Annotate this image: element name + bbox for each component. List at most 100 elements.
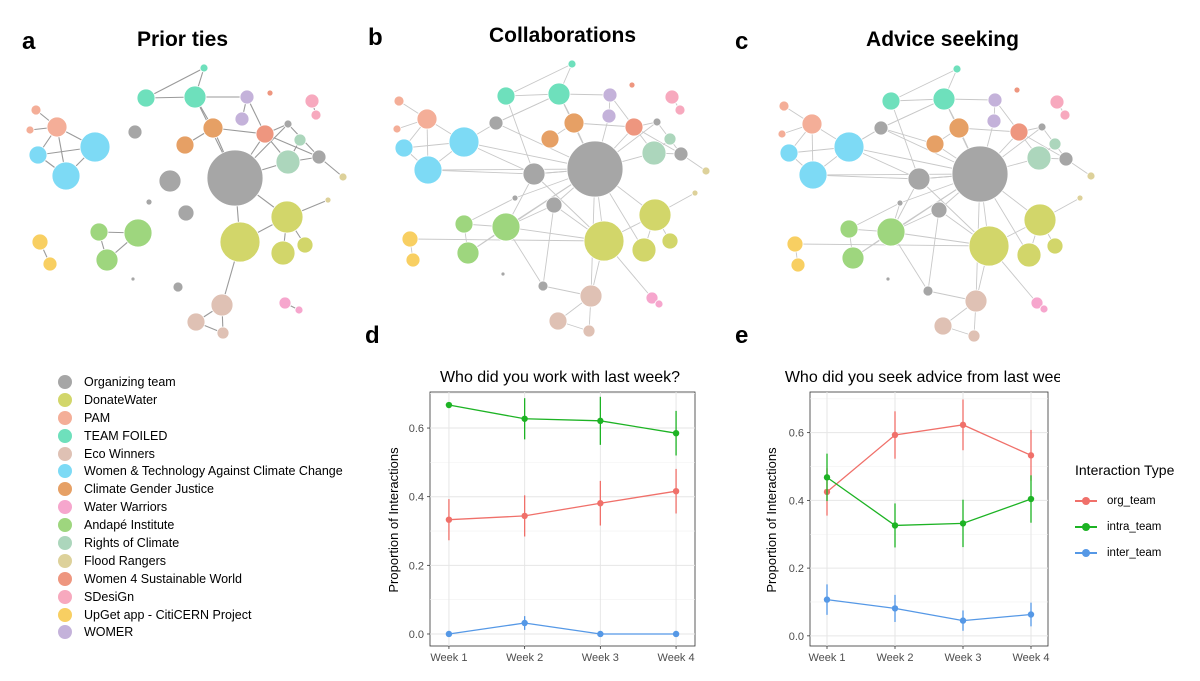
- legend-label: UpGet app - CitiCERN Project: [84, 607, 252, 622]
- network-node: [778, 100, 790, 112]
- y-tick-label: 0.2: [409, 560, 424, 572]
- network-node: [841, 246, 865, 270]
- network-node: [392, 124, 402, 134]
- network-edge: [890, 100, 920, 180]
- network-node: [540, 129, 560, 149]
- panel-letter-c: c: [735, 28, 749, 55]
- legend-label: Rights of Climate: [84, 535, 180, 550]
- legend-swatch: [58, 464, 72, 479]
- x-tick-label: Week 1: [808, 652, 845, 664]
- network-node: [1048, 137, 1062, 151]
- network-node: [522, 162, 546, 186]
- network-node: [786, 235, 804, 253]
- network-node: [127, 124, 143, 140]
- network-node: [448, 126, 480, 158]
- legend-item: Organizing team: [58, 373, 343, 391]
- x-tick-label: Week 4: [658, 652, 695, 664]
- network-node: [324, 196, 332, 204]
- x-tick-label: Week 1: [430, 652, 467, 664]
- data-point-org_team: [597, 500, 604, 507]
- network-node: [310, 109, 322, 121]
- legend-label: Women 4 Sustainable World: [84, 571, 242, 586]
- network-node: [51, 161, 81, 191]
- data-point-intra_team: [521, 415, 528, 422]
- network-node: [79, 131, 111, 163]
- network-node: [563, 112, 585, 134]
- network-node: [183, 85, 207, 109]
- interaction-legend-label: inter_team: [1107, 547, 1162, 559]
- network-node: [548, 311, 568, 331]
- network-node: [777, 129, 787, 139]
- network-node: [833, 131, 865, 163]
- legend-item: Eco Winners: [58, 445, 343, 463]
- legend-label: Andapé Institute: [84, 518, 175, 533]
- network-node: [638, 198, 672, 232]
- legend-item: Flood Rangers: [58, 552, 343, 570]
- network-node: [1026, 145, 1052, 171]
- data-point-intra_team: [1027, 495, 1035, 503]
- legend-label: Women & Technology Against Climate Chang…: [84, 464, 343, 479]
- network-node: [25, 125, 35, 135]
- series-line-inter_team: [448, 622, 677, 635]
- network-node: [456, 241, 480, 265]
- data-point-org_team: [445, 516, 453, 523]
- network-node: [145, 198, 153, 206]
- network-node: [839, 219, 859, 239]
- network-node: [266, 89, 274, 97]
- network-node: [566, 140, 624, 198]
- network-node: [500, 271, 506, 277]
- network-node: [951, 145, 1009, 203]
- network-node: [925, 134, 945, 154]
- network-node: [488, 115, 504, 131]
- data-point-intra_team: [445, 401, 453, 409]
- network-node: [1030, 296, 1044, 310]
- network-node: [31, 233, 49, 251]
- legend-swatch: [58, 446, 72, 461]
- legend-item: Water Warriors: [58, 498, 343, 516]
- network-diagrams: [25, 59, 1096, 343]
- network-node: [987, 92, 1003, 108]
- network-edge: [505, 95, 535, 175]
- network-edge: [495, 93, 560, 124]
- legend-swatch: [58, 428, 72, 443]
- network-node: [270, 240, 296, 266]
- network-node: [1039, 304, 1049, 314]
- series-line-org_team: [826, 424, 1032, 493]
- network-node: [270, 200, 304, 234]
- x-tick-label: Week 2: [506, 652, 543, 664]
- y-tick-label: 0.4: [409, 492, 424, 504]
- legend-label: SDesiGn: [84, 589, 135, 604]
- data-point-org_team: [959, 421, 967, 429]
- network-edge: [542, 204, 555, 287]
- chart-work-with: Who did you work with last week? 0.0 0.2 0.…: [386, 369, 696, 664]
- network-panel: [777, 64, 1096, 343]
- plot-area: [809, 391, 1049, 647]
- series-line-inter_team: [826, 598, 1032, 622]
- legend-item: Climate Gender Justice: [58, 480, 343, 498]
- network-node: [28, 145, 48, 165]
- panel-letter-b: b: [368, 24, 383, 51]
- legend-swatch: [58, 589, 72, 604]
- network-node: [46, 116, 68, 138]
- network-node: [652, 117, 662, 127]
- network-node: [790, 257, 806, 273]
- interaction-legend-label: org_team: [1107, 495, 1156, 507]
- network-node: [199, 63, 209, 73]
- panel-title-c: Advice seeking: [866, 28, 1019, 51]
- series-line-org_team: [448, 490, 677, 521]
- network-node: [907, 167, 931, 191]
- data-point-intra_team: [823, 474, 831, 481]
- interaction-legend-item: org_team: [1075, 488, 1174, 514]
- network-node: [567, 59, 577, 69]
- interaction-legend-key: [1075, 495, 1097, 507]
- chart-seek-advice: Who did you seek advice from last week? 0…: [764, 369, 1060, 664]
- network-node: [631, 237, 657, 263]
- interaction-type-legend: Interaction Type org_team intra_team inter…: [1075, 462, 1174, 566]
- network-node: [583, 220, 625, 262]
- legend-item: Women & Technology Against Climate Chang…: [58, 462, 343, 480]
- network-node: [216, 326, 230, 340]
- data-point-intra_team: [891, 522, 899, 529]
- legend-swatch: [58, 392, 72, 407]
- network-node: [537, 280, 549, 292]
- network-edge: [427, 169, 535, 175]
